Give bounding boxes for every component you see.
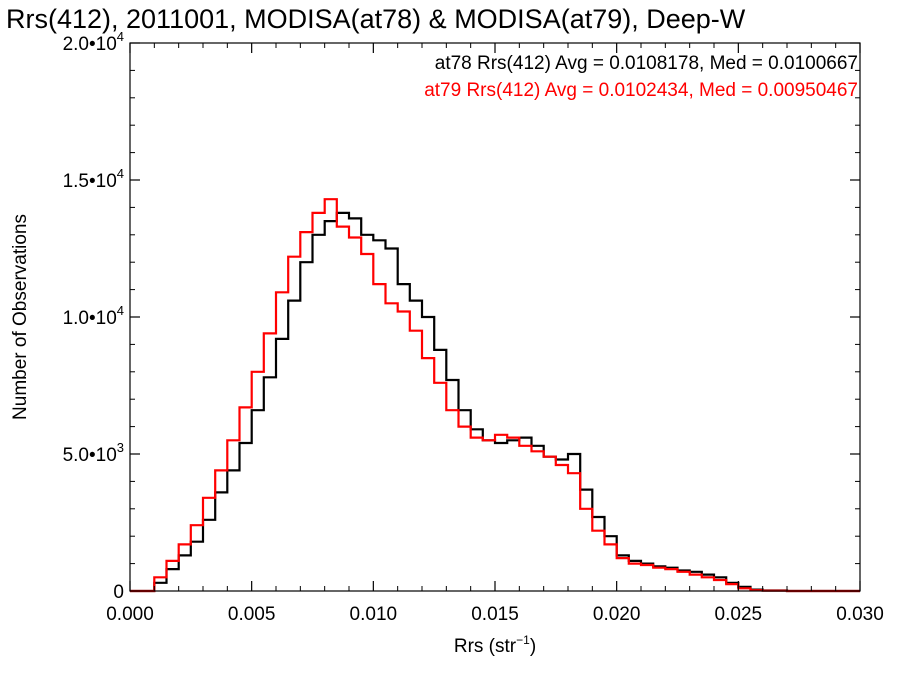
y-tick-label: 2.0•104 (63, 29, 124, 55)
y-axis-label: Number of Observations (10, 214, 31, 420)
x-tick-label: 0.010 (350, 604, 398, 625)
x-axis-label-close: ) (530, 636, 536, 657)
x-axis-label-main: Rrs (str (454, 636, 517, 657)
x-tick-label: 0.000 (106, 604, 154, 625)
x-tick-label: 0.025 (715, 604, 763, 625)
series-layer (130, 198, 860, 593)
annotation-at78: at78 Rrs(412) Avg = 0.0108178, Med = 0.0… (435, 53, 858, 74)
x-axis-label-exponent: −1 (516, 633, 530, 647)
x-tick-label: 0.020 (593, 604, 641, 625)
series-line-0 (130, 211, 860, 593)
series-line-1 (130, 198, 860, 593)
annotation-at79: at79 Rrs(412) Avg = 0.0102434, Med = 0.0… (424, 80, 858, 101)
x-tick-label: 0.005 (228, 604, 276, 625)
x-tick-label: 0.030 (836, 604, 884, 625)
y-tick-label: 1.5•104 (63, 166, 124, 192)
y-tick-label: 5.0•103 (63, 440, 124, 466)
y-tick-label: 0 (113, 582, 124, 603)
y-tick-label: 1.0•104 (63, 303, 124, 329)
annotation-group: at78 Rrs(412) Avg = 0.0108178, Med = 0.0… (424, 53, 858, 101)
x-axis-ticks: 0.000 0.005 0.010 0.015 0.020 0.025 0.030 (106, 43, 884, 625)
y-axis-ticks: 0 5.0•103 1.0•104 1.5•104 2.0•104 (63, 29, 860, 603)
plot-frame (129, 42, 861, 592)
plot-area: 0.000 0.005 0.010 0.015 0.020 0.025 0.030 0 5.0… (63, 29, 884, 625)
x-tick-label: 0.015 (471, 604, 519, 625)
x-axis-label: Rrs (str−1) (454, 633, 536, 657)
chart-title: Rrs(412), 2011001, MODISA(at78) & MODISA… (6, 4, 746, 34)
